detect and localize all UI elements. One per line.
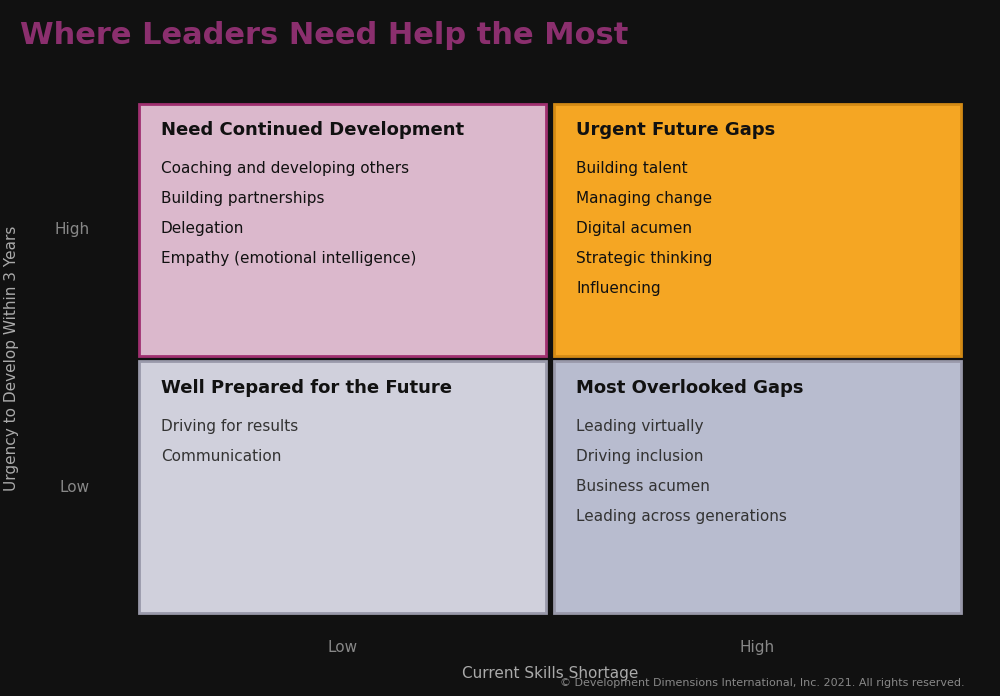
Text: Urgent Future Gaps: Urgent Future Gaps xyxy=(576,121,775,139)
Text: High: High xyxy=(55,222,90,237)
Text: © Development Dimensions International, Inc. 2021. All rights reserved.: © Development Dimensions International, … xyxy=(560,678,965,688)
Text: Need Continued Development: Need Continued Development xyxy=(161,121,464,139)
Text: Where Leaders Need Help the Most: Where Leaders Need Help the Most xyxy=(20,21,628,50)
Text: Strategic thinking: Strategic thinking xyxy=(576,251,712,267)
Text: Managing change: Managing change xyxy=(576,191,712,207)
Text: Building talent: Building talent xyxy=(576,161,688,177)
Text: Driving inclusion: Driving inclusion xyxy=(576,449,703,464)
Text: High: High xyxy=(740,640,775,655)
Text: Low: Low xyxy=(327,640,358,655)
Text: Current Skills Shortage: Current Skills Shortage xyxy=(462,665,638,681)
Text: Building partnerships: Building partnerships xyxy=(161,191,324,207)
Text: Leading across generations: Leading across generations xyxy=(576,509,787,524)
Text: Leading virtually: Leading virtually xyxy=(576,419,704,434)
Text: Urgency to Develop Within 3 Years: Urgency to Develop Within 3 Years xyxy=(4,226,20,491)
Text: Business acumen: Business acumen xyxy=(576,479,710,494)
Text: Digital acumen: Digital acumen xyxy=(576,221,692,237)
Text: Delegation: Delegation xyxy=(161,221,244,237)
Text: Most Overlooked Gaps: Most Overlooked Gaps xyxy=(576,379,804,397)
Text: Coaching and developing others: Coaching and developing others xyxy=(161,161,409,177)
Text: Empathy (emotional intelligence): Empathy (emotional intelligence) xyxy=(161,251,416,267)
Text: Influencing: Influencing xyxy=(576,281,661,296)
Text: Driving for results: Driving for results xyxy=(161,419,298,434)
Text: Communication: Communication xyxy=(161,449,281,464)
Text: Well Prepared for the Future: Well Prepared for the Future xyxy=(161,379,452,397)
Text: Low: Low xyxy=(60,480,90,495)
